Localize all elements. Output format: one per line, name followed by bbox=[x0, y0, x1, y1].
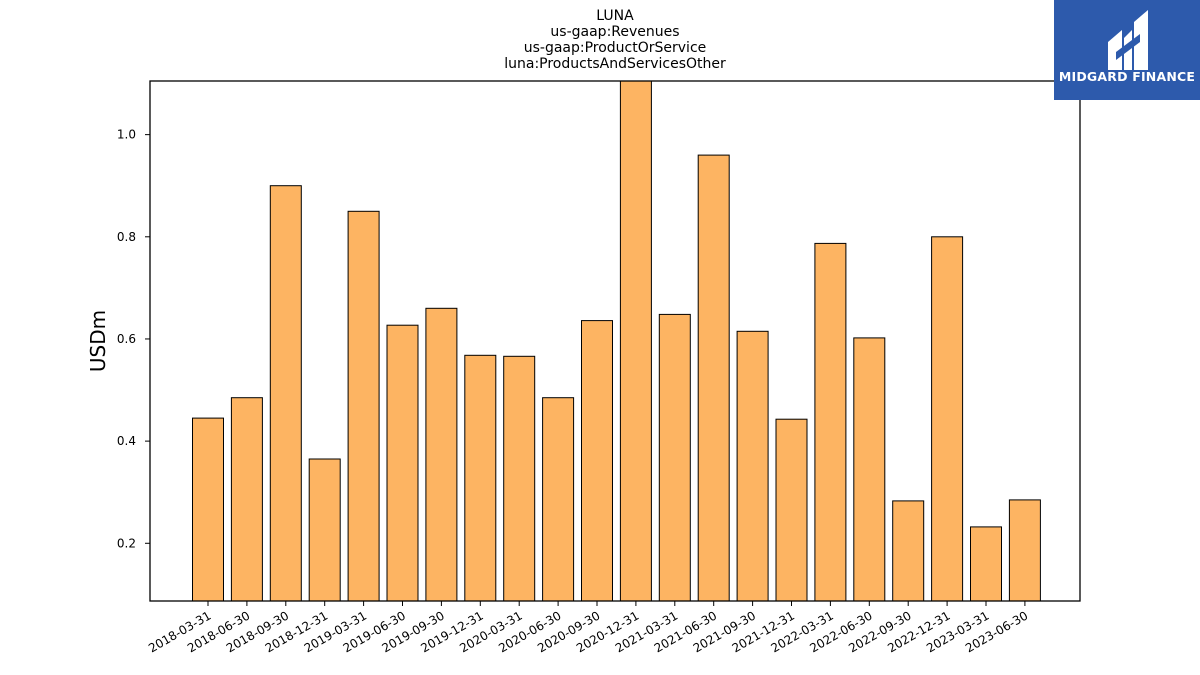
bar-2018-03-31 bbox=[192, 417, 224, 602]
bar-2022-06-30 bbox=[853, 337, 886, 602]
chart-title-line-1: LUNA bbox=[596, 8, 634, 24]
bar-2022-09-30 bbox=[892, 500, 925, 602]
bar-2022-03-31 bbox=[814, 242, 847, 602]
y-tick-label-0: 0.2 bbox=[117, 536, 136, 550]
y-tick-label-2: 0.6 bbox=[117, 332, 136, 346]
bar-2019-06-30 bbox=[386, 324, 419, 602]
bar-2018-09-30 bbox=[269, 185, 302, 602]
bar-2018-12-31 bbox=[308, 458, 341, 602]
bar-2020-09-30 bbox=[581, 320, 613, 602]
bar-2023-06-30 bbox=[1008, 499, 1041, 602]
logo-text: MIDGARD FINANCE bbox=[1058, 69, 1196, 84]
bar-2019-03-31 bbox=[347, 210, 380, 602]
bar-2019-09-30 bbox=[425, 307, 458, 602]
bar-2020-12-31 bbox=[619, 80, 652, 602]
y-tick-label-1: 0.4 bbox=[117, 434, 136, 448]
bar-2021-09-30 bbox=[736, 330, 769, 602]
bar-2021-12-31 bbox=[775, 418, 808, 602]
bar-2020-06-30 bbox=[542, 397, 575, 602]
bar-2022-12-31 bbox=[931, 236, 964, 602]
bar-2021-03-31 bbox=[658, 313, 691, 602]
chart-title-line-4: luna:ProductsAndServicesOther bbox=[504, 56, 726, 72]
bar-2021-06-30 bbox=[697, 154, 730, 602]
chart-title-line-3: us-gaap:ProductOrService bbox=[523, 40, 707, 56]
bar-2019-12-31 bbox=[464, 354, 497, 602]
y-tick-label-4: 1.0 bbox=[117, 128, 136, 142]
y-tick-label-3: 0.8 bbox=[117, 230, 136, 244]
plot-frame bbox=[149, 80, 1081, 602]
logo-mark-icon bbox=[1108, 10, 1148, 70]
bar-2018-06-30 bbox=[230, 397, 263, 602]
bar-2023-03-31 bbox=[970, 526, 1002, 602]
midgard-finance-logo: MIDGARD FINANCE bbox=[1054, 0, 1200, 100]
chart-title-line-2: us-gaap:Revenues bbox=[550, 24, 680, 40]
bar-2020-03-31 bbox=[503, 355, 536, 602]
